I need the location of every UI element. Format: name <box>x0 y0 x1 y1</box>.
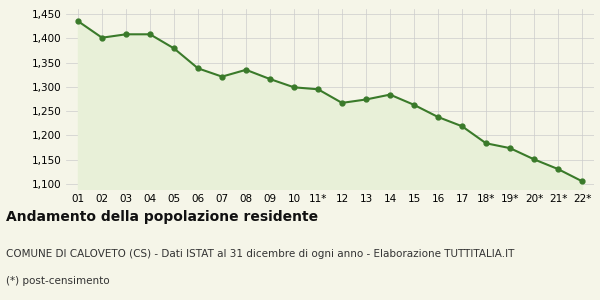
Text: Andamento della popolazione residente: Andamento della popolazione residente <box>6 210 318 224</box>
Text: (*) post-censimento: (*) post-censimento <box>6 276 110 286</box>
Text: COMUNE DI CALOVETO (CS) - Dati ISTAT al 31 dicembre di ogni anno - Elaborazione : COMUNE DI CALOVETO (CS) - Dati ISTAT al … <box>6 249 514 259</box>
